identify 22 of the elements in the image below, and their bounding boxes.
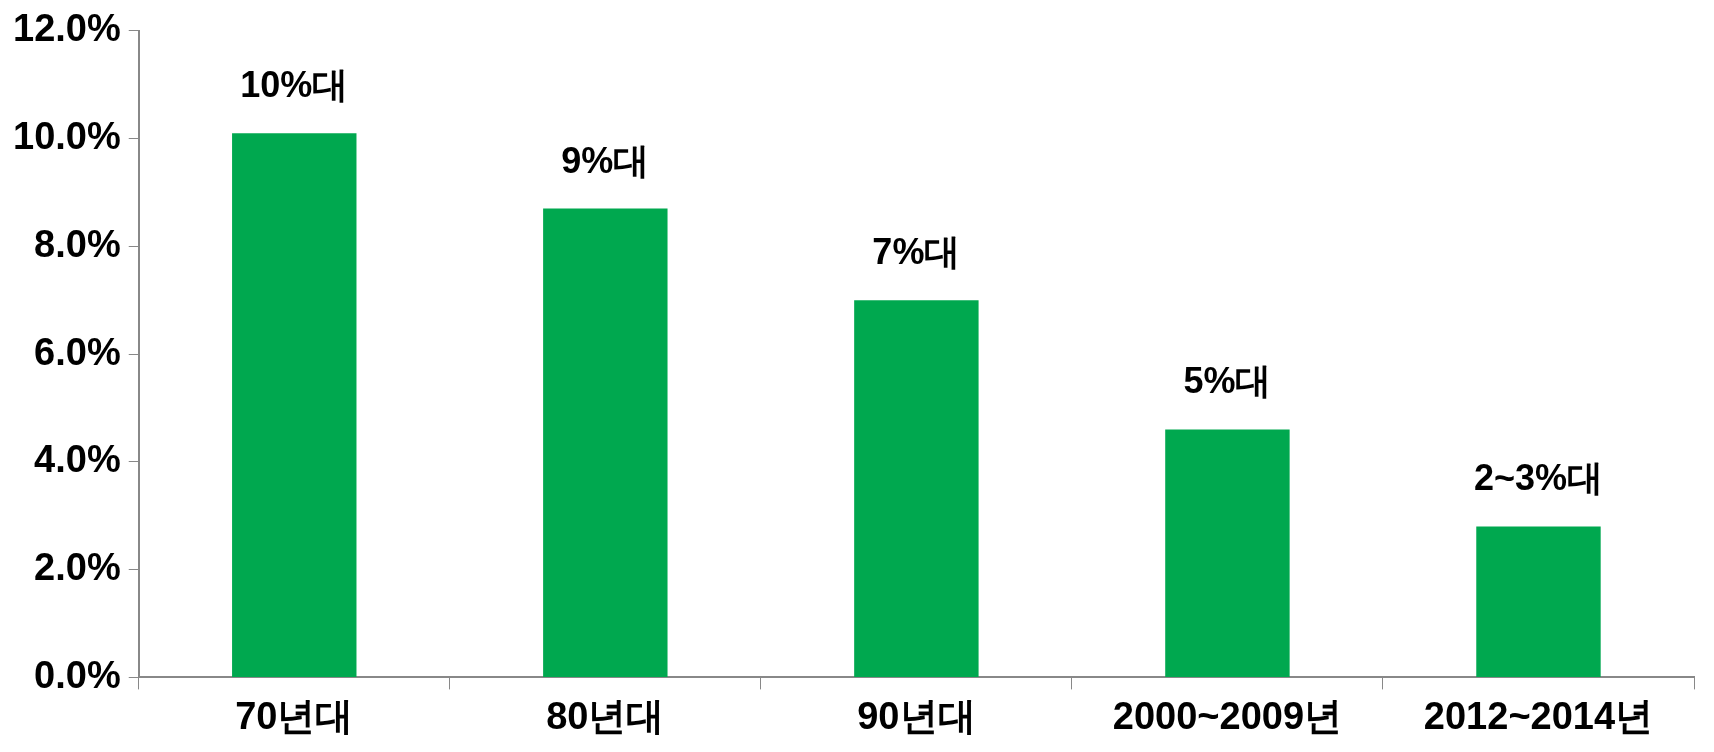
x-tick-label: 90년대	[857, 694, 976, 737]
y-tick-label: 6.0%	[34, 330, 121, 373]
data-label: 2~3%대	[1473, 457, 1604, 499]
x-tick-label: 80년대	[546, 694, 665, 737]
bar	[1476, 526, 1601, 677]
y-tick-label: 4.0%	[34, 438, 121, 481]
y-tick-label: 12.0%	[13, 7, 121, 50]
y-tick-label: 0.0%	[34, 653, 121, 696]
data-label: 10%대	[240, 64, 349, 106]
data-label: 7%대	[872, 231, 961, 273]
y-tick-label: 10.0%	[13, 115, 121, 158]
y-tick-label: 2.0%	[34, 546, 121, 589]
y-tick-label: 8.0%	[34, 222, 121, 265]
data-label: 5%대	[1183, 360, 1272, 402]
bar	[232, 133, 357, 677]
bar	[854, 300, 979, 677]
data-label: 9%대	[561, 139, 650, 181]
x-tick-label: 70년대	[235, 694, 354, 737]
bar	[1165, 429, 1290, 677]
bar	[543, 208, 668, 677]
x-tick-label: 2012~2014년	[1423, 694, 1654, 737]
x-tick-label: 2000~2009년	[1112, 694, 1343, 737]
